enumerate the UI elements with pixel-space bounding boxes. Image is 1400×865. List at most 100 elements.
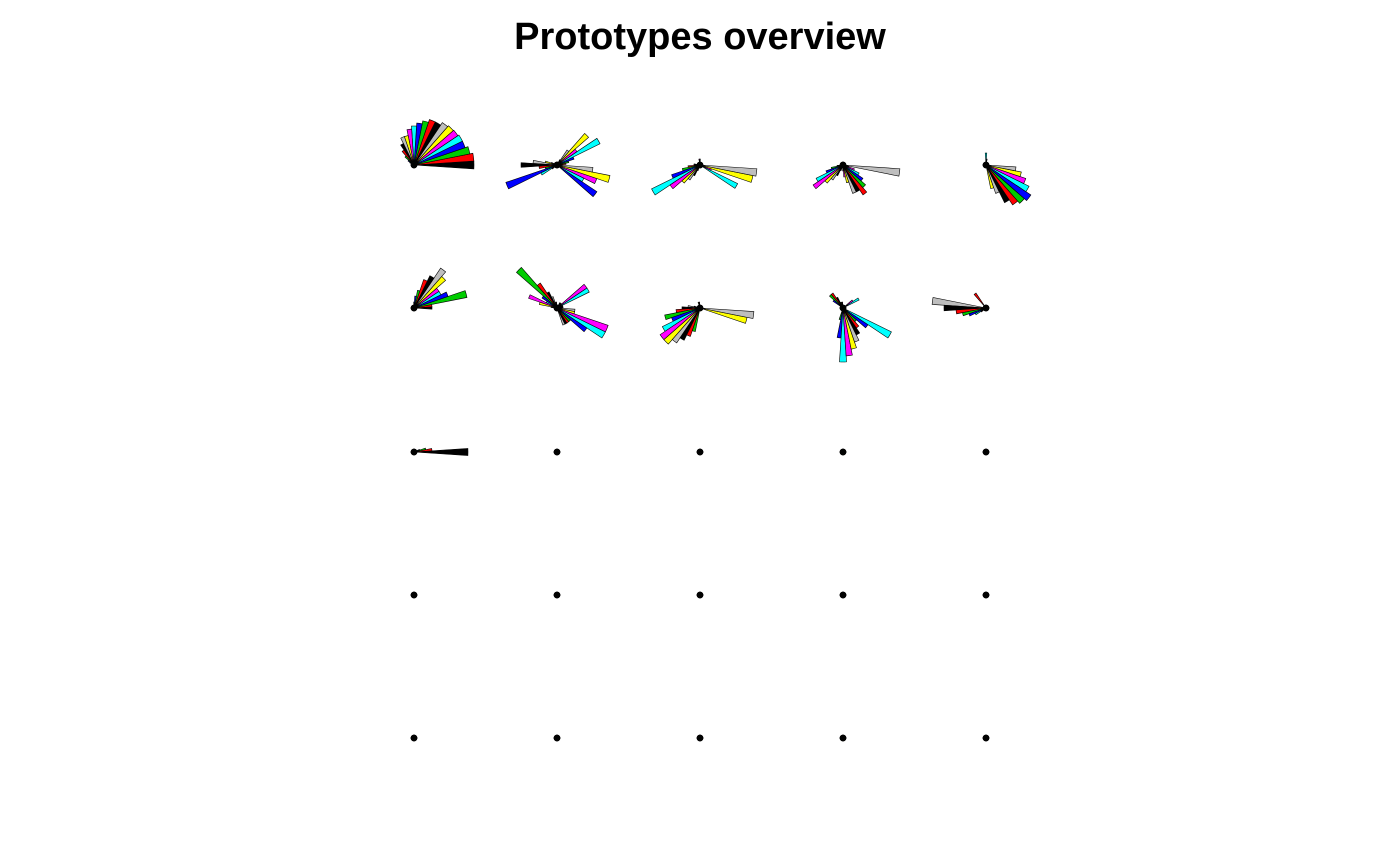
segment-u1-12 bbox=[411, 125, 417, 166]
segment-u2-7 bbox=[556, 149, 570, 166]
prototype-unit-8 bbox=[659, 301, 755, 345]
segment-u7-47 bbox=[556, 307, 576, 312]
prototype-unit-14 bbox=[839, 448, 847, 456]
prototype-unit-11 bbox=[410, 447, 469, 456]
segment-u23-47 bbox=[699, 737, 704, 739]
segment-u14-47 bbox=[842, 451, 847, 453]
prototype-unit-15 bbox=[982, 448, 990, 456]
prototype-unit-6 bbox=[410, 267, 468, 312]
segment-u8-34 bbox=[691, 307, 701, 332]
segment-u7-21 bbox=[528, 294, 558, 309]
segment-u21-47 bbox=[413, 737, 418, 739]
segment-u8-31 bbox=[671, 307, 701, 344]
segment-u4-44 bbox=[842, 164, 860, 176]
prototype-unit-20 bbox=[982, 591, 990, 599]
segment-u17-47 bbox=[556, 594, 561, 596]
segment-u15-47 bbox=[985, 451, 990, 453]
segment-u1-10 bbox=[413, 120, 429, 166]
prototype-unit-19 bbox=[839, 591, 847, 599]
segment-u4-30 bbox=[824, 164, 844, 184]
segment-u12-47 bbox=[556, 451, 561, 453]
segment-u3-47 bbox=[699, 164, 758, 177]
segment-u7-45 bbox=[556, 307, 609, 333]
segment-u1-4 bbox=[413, 134, 463, 166]
segment-u6-8 bbox=[413, 275, 435, 309]
segment-u13-47 bbox=[699, 451, 704, 453]
segment-u2-4 bbox=[556, 137, 601, 166]
segment-u8-33 bbox=[686, 307, 701, 337]
segment-u4-41 bbox=[842, 164, 868, 196]
prototype-unit-9 bbox=[829, 292, 892, 363]
segment-u3-30 bbox=[681, 164, 701, 184]
segment-u6-11 bbox=[413, 295, 417, 309]
prototype-unit-1 bbox=[400, 119, 475, 170]
segment-u1-11 bbox=[413, 122, 423, 166]
segment-u3-29 bbox=[669, 164, 701, 190]
segment-u1-47 bbox=[413, 164, 418, 166]
segment-u19-47 bbox=[842, 594, 847, 596]
segment-u24-47 bbox=[842, 737, 847, 739]
prototype-unit-18 bbox=[696, 591, 704, 599]
prototype-unit-3 bbox=[651, 158, 758, 196]
prototype-unit-12 bbox=[553, 448, 561, 456]
segment-u3-44 bbox=[699, 164, 739, 189]
segment-u7-19 bbox=[541, 295, 558, 309]
segment-u4-47 bbox=[842, 164, 901, 177]
prototype-unit-25 bbox=[982, 734, 990, 742]
segment-u2-6 bbox=[556, 132, 590, 166]
segment-u3-32 bbox=[692, 164, 701, 177]
segment-u2-46 bbox=[556, 164, 611, 183]
segment-u6-7 bbox=[413, 267, 447, 309]
segment-u20-47 bbox=[985, 594, 990, 596]
segment-u5-43 bbox=[985, 164, 1032, 202]
segment-u9-36 bbox=[839, 307, 847, 363]
segment-u2-47 bbox=[556, 164, 594, 173]
segment-u22-47 bbox=[556, 737, 561, 739]
prototype-unit-2 bbox=[505, 132, 611, 198]
segment-u10-24 bbox=[943, 304, 987, 312]
segment-u7-22 bbox=[538, 301, 558, 309]
segment-u6-47 bbox=[413, 307, 418, 309]
prototype-unit-17 bbox=[553, 591, 561, 599]
segment-u4-43 bbox=[842, 164, 864, 182]
prototype-unit-22 bbox=[553, 734, 561, 742]
segment-u7-5 bbox=[556, 283, 588, 309]
prototype-unit-23 bbox=[696, 734, 704, 742]
segment-u6-10 bbox=[413, 289, 421, 309]
prototype-unit-24 bbox=[839, 734, 847, 742]
prototype-unit-21 bbox=[410, 734, 418, 742]
segment-u4-42 bbox=[842, 164, 866, 188]
segment-u4-29 bbox=[812, 164, 844, 190]
segment-u4-32 bbox=[835, 164, 844, 177]
segment-u1-5 bbox=[413, 129, 459, 166]
prototype-unit-16 bbox=[410, 591, 418, 599]
prototype-unit-5 bbox=[982, 152, 1032, 206]
segment-u8-30 bbox=[663, 307, 701, 345]
segment-u6-9 bbox=[413, 279, 428, 309]
segment-u5-44 bbox=[985, 164, 1030, 193]
segment-u8-32 bbox=[679, 307, 701, 341]
segment-u5-46 bbox=[985, 164, 1022, 177]
segment-u1-6 bbox=[413, 125, 454, 166]
segment-u1-9 bbox=[413, 119, 436, 166]
prototype-unit-4 bbox=[812, 161, 901, 196]
segment-u9-41 bbox=[842, 307, 860, 329]
segment-u7-18 bbox=[515, 266, 558, 309]
segment-u5-45 bbox=[985, 164, 1027, 184]
segment-u2-24 bbox=[520, 162, 558, 168]
prototype-unit-13 bbox=[696, 448, 704, 456]
segment-u8-47 bbox=[699, 307, 755, 319]
segment-u18-47 bbox=[699, 594, 704, 596]
prototype-unit-10 bbox=[931, 292, 990, 317]
segment-u10-17 bbox=[973, 292, 987, 309]
segment-u9-47 bbox=[842, 307, 847, 309]
prototype-unit-7 bbox=[515, 266, 609, 339]
segment-u5-12 bbox=[984, 152, 988, 166]
segment-u10-23 bbox=[931, 297, 987, 309]
segment-u5-47 bbox=[985, 164, 1017, 172]
chart-title: Prototypes overview bbox=[514, 16, 886, 58]
segment-u9-44 bbox=[842, 307, 892, 339]
segment-u2-43 bbox=[556, 164, 598, 198]
segment-u11-47 bbox=[413, 451, 418, 453]
